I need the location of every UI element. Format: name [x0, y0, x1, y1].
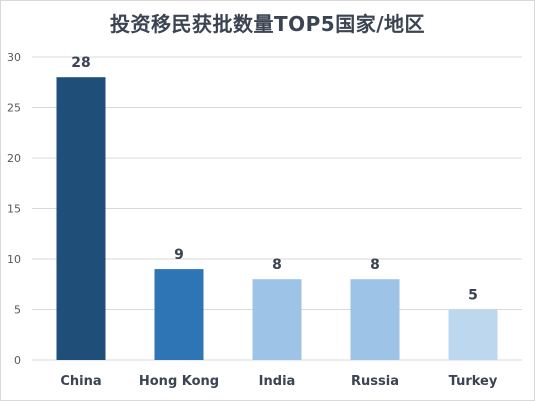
y-tick-label: 20 [7, 152, 21, 165]
x-tick-label: Hong Kong [139, 374, 219, 389]
chart-title: 投资移民获批数量TOP5国家/地区 [109, 12, 426, 36]
bar [350, 279, 400, 360]
bar [252, 279, 302, 360]
y-tick-label: 5 [14, 304, 21, 317]
bar [56, 77, 106, 360]
y-tick-label: 10 [7, 253, 21, 266]
y-tick-label: 25 [7, 102, 21, 115]
x-tick-label: Russia [351, 374, 399, 389]
y-tick-label: 0 [14, 354, 21, 367]
x-tick-label: India [259, 374, 296, 389]
y-tick-label: 30 [7, 51, 21, 64]
data-label: 5 [468, 288, 478, 304]
data-label: 9 [174, 247, 184, 263]
bar [448, 309, 498, 360]
bar [154, 269, 204, 360]
y-tick-label: 15 [7, 203, 21, 216]
data-label: 8 [272, 257, 282, 273]
x-tick-label: Turkey [449, 374, 498, 389]
x-tick-label: China [60, 374, 101, 389]
data-label: 8 [370, 257, 380, 273]
data-label: 28 [71, 55, 90, 71]
